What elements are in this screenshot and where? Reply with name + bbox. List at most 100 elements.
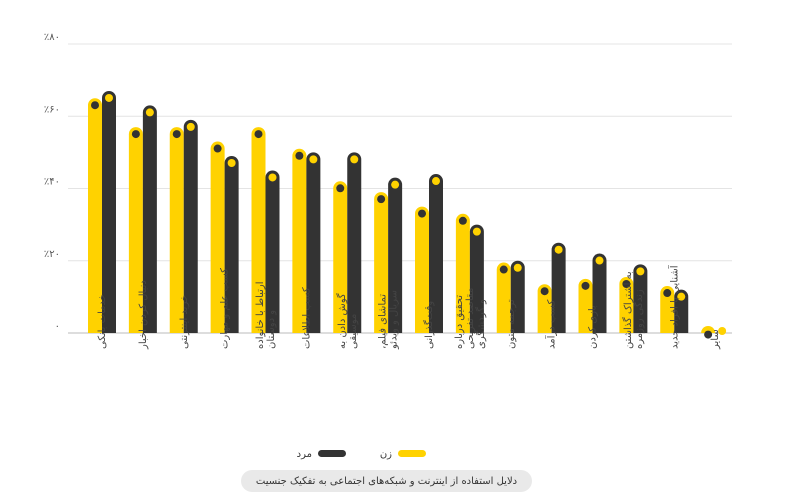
data-point	[581, 281, 590, 290]
data-point	[418, 209, 426, 218]
y-tick-label: ٪۴۰	[44, 177, 60, 188]
x-tick-label: خرید اینترنتی	[179, 295, 190, 349]
data-point	[513, 263, 522, 272]
data-point	[377, 195, 386, 204]
x-tick-line: کسب درآمد	[545, 299, 558, 349]
bar	[429, 174, 443, 333]
legend-swatch	[318, 450, 346, 457]
bar	[210, 141, 225, 333]
bar	[128, 127, 143, 334]
data-point	[663, 289, 672, 298]
bar	[592, 253, 607, 333]
bars	[88, 90, 727, 339]
data-point	[499, 265, 508, 274]
legend: زن مرد	[297, 449, 426, 460]
data-point	[432, 177, 440, 186]
bar	[183, 119, 198, 333]
x-tick-label: تماشای فیلم، سریال و ویدئو	[378, 290, 400, 350]
x-tick-line: و دوستان	[266, 310, 277, 349]
x-tick-label: تحقیق درباره مقاصد تفریحی و گردشگری	[454, 288, 487, 349]
x-tick-line: ارتباط با خانواده	[255, 281, 266, 349]
x-tick-label: وقت‌گذرانی	[423, 301, 435, 349]
x-tick-label: ترجمه متون	[506, 299, 517, 349]
x-tick-label: خدمات بانکی	[97, 294, 108, 349]
data-point	[254, 130, 263, 139]
x-tick-line: و گردشگری	[475, 299, 487, 349]
data-point	[704, 330, 713, 339]
x-tick-label: بازی کردن	[588, 305, 599, 349]
bar	[169, 127, 184, 334]
data-point	[540, 287, 549, 296]
bar	[633, 264, 648, 333]
data-point	[677, 292, 686, 301]
bar	[102, 90, 117, 333]
data-point	[186, 122, 195, 131]
bar	[306, 152, 321, 333]
x-tick-line: کسب علم و مهارت	[220, 268, 231, 349]
data-point	[268, 173, 277, 182]
data-point	[105, 93, 113, 102]
bar	[674, 289, 689, 333]
x-tick-line: سریال و ویدئو	[389, 290, 400, 350]
chart-title: دلایل استفاده از اینترنت و شبکه‌های اجتم…	[241, 470, 532, 492]
x-tick-line: خدمات بانکی	[97, 294, 108, 349]
bar	[142, 105, 157, 333]
data-point	[91, 101, 99, 110]
data-point	[636, 267, 645, 276]
x-tick-line: سایر	[710, 329, 721, 350]
x-tick-line: کسب اطلاعات	[301, 287, 312, 349]
data-point	[131, 130, 140, 139]
y-tick-label: ٪۶۰	[44, 104, 60, 115]
bar	[388, 177, 403, 333]
x-tick-line: وقت‌گذرانی	[423, 301, 435, 349]
x-tick-line: تحقیق درباره	[454, 295, 465, 349]
bar	[537, 284, 552, 333]
data-point	[336, 184, 345, 193]
bar	[660, 286, 675, 333]
bar	[347, 152, 362, 333]
data-point	[458, 216, 467, 225]
bar	[619, 277, 634, 333]
data-point	[309, 155, 318, 164]
x-axis: خدمات بانکی دنبال کردن اخبار خرید اینترنتی…	[97, 264, 721, 350]
x-tick-line: به اشتراک گذاشتن	[622, 271, 634, 349]
x-tick-line: گوش دادن به	[336, 293, 348, 349]
bar	[251, 127, 266, 334]
x-tick-label: آشنایی با افراد جدید	[667, 264, 680, 349]
x-tick-label: ارتباط با خانواده و دوستان	[255, 281, 277, 349]
bar	[701, 326, 716, 333]
x-tick-line: مقاصد تفریحی	[465, 288, 476, 349]
bar	[224, 155, 239, 333]
bar	[333, 181, 348, 333]
x-tick-line: بازی کردن	[588, 305, 599, 349]
bar	[469, 224, 484, 333]
data-point	[391, 180, 400, 189]
bar	[510, 260, 525, 333]
legend-label: مرد	[297, 449, 312, 460]
x-tick-label: کسب اطلاعات	[301, 287, 312, 349]
data-point	[213, 144, 222, 153]
x-tick-line: ترجمه متون	[506, 299, 517, 349]
y-tick-label: ٪۸۰	[44, 32, 60, 43]
bar	[455, 213, 470, 333]
x-tick-label: دنبال کردن اخبار	[138, 280, 149, 350]
data-point	[622, 280, 631, 289]
x-tick-label: به اشتراک گذاشتن زندگی روزمره	[622, 271, 645, 349]
data-point	[145, 108, 154, 117]
x-tick-label: سایر	[710, 329, 721, 350]
bar	[88, 98, 102, 334]
legend-swatch	[398, 450, 426, 457]
data-point	[718, 327, 727, 335]
x-tick-label: گوش دادن به موسیقی	[336, 293, 359, 349]
data-point	[350, 155, 359, 164]
x-tick-line: تماشای فیلم،	[378, 294, 389, 349]
data-point	[472, 227, 481, 236]
x-tick-line: زندگی روزمره	[633, 289, 645, 349]
y-axis: ۰ ٪۲۰ ٪۴۰ ٪۶۰ ٪۸۰	[44, 32, 60, 332]
bar	[578, 278, 593, 333]
legend-label: زن	[380, 449, 392, 460]
data-point	[295, 151, 304, 160]
bar	[374, 192, 389, 333]
bar	[292, 148, 307, 333]
